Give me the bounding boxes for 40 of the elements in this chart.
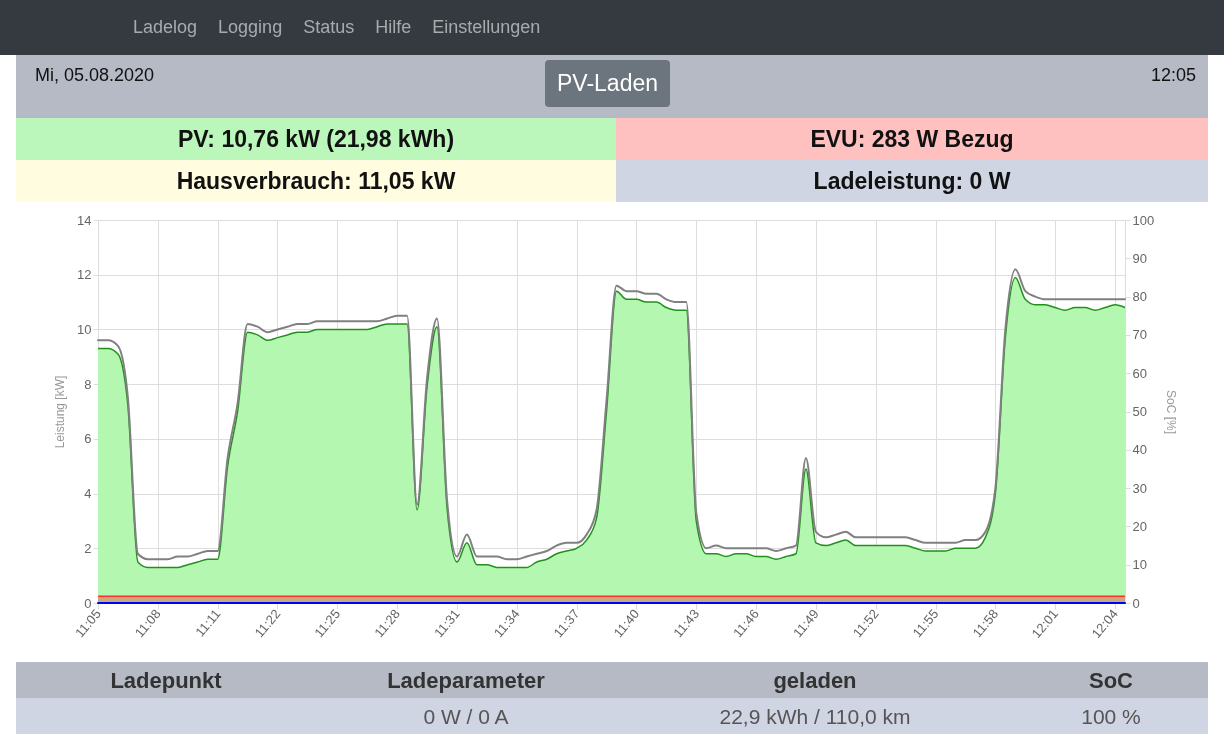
text: Hilfe xyxy=(375,17,412,38)
text: Ladeleistung: 0 W xyxy=(616,160,1208,202)
y-tick-label: 14 xyxy=(77,212,92,228)
y-tick-label: 12 xyxy=(77,267,92,283)
y2-tick-label: 20 xyxy=(1132,518,1147,534)
text: Hausverbrauch: 11,05 kW xyxy=(16,160,616,202)
y2-tick-label: 80 xyxy=(1132,289,1147,305)
y2-tick-label: 30 xyxy=(1132,480,1147,496)
y-tick-label: 6 xyxy=(84,431,92,447)
text: 100 % xyxy=(1080,704,1142,730)
text: Ladelog xyxy=(133,17,198,38)
text: geladen xyxy=(772,667,858,695)
y2-tick-label: 10 xyxy=(1132,557,1147,573)
text: SoC xyxy=(1088,667,1134,695)
y2-tick-label: 60 xyxy=(1132,365,1147,381)
y2-tick-label: 100 xyxy=(1132,212,1155,228)
text: PV-Laden xyxy=(545,60,671,107)
y2-tick-label: 40 xyxy=(1132,442,1147,458)
text: Mi, 05.08.2020 xyxy=(35,65,155,86)
text: Ladepunkt xyxy=(109,667,223,695)
text: 22,9 kWh / 110,0 km xyxy=(718,704,912,730)
text: 0 W / 0 A xyxy=(422,704,510,730)
y2-axis-title: SoC [%] xyxy=(1164,389,1179,435)
y-tick-label: 4 xyxy=(84,486,92,502)
text: Einstellungen xyxy=(432,17,541,38)
text: Ladeparameter xyxy=(386,667,546,695)
text: Logging xyxy=(218,17,283,38)
y2-tick-label: 90 xyxy=(1132,250,1147,266)
y-tick-label: 2 xyxy=(84,540,92,556)
text: Status xyxy=(303,17,355,38)
y-axis-title: Leistung [kW] xyxy=(53,375,68,449)
y2-tick-label: 70 xyxy=(1132,327,1147,343)
y-tick-label: 10 xyxy=(77,321,92,337)
text: 12:05 xyxy=(1150,65,1196,86)
y-tick-label: 8 xyxy=(84,376,92,392)
text: PV: 10,76 kW (21,98 kWh) xyxy=(16,118,616,160)
text: EVU: 283 W Bezug xyxy=(616,118,1208,160)
y2-tick-label: 0 xyxy=(1132,595,1140,611)
y-tick-label: 0 xyxy=(84,595,92,611)
y2-tick-label: 50 xyxy=(1132,404,1147,419)
